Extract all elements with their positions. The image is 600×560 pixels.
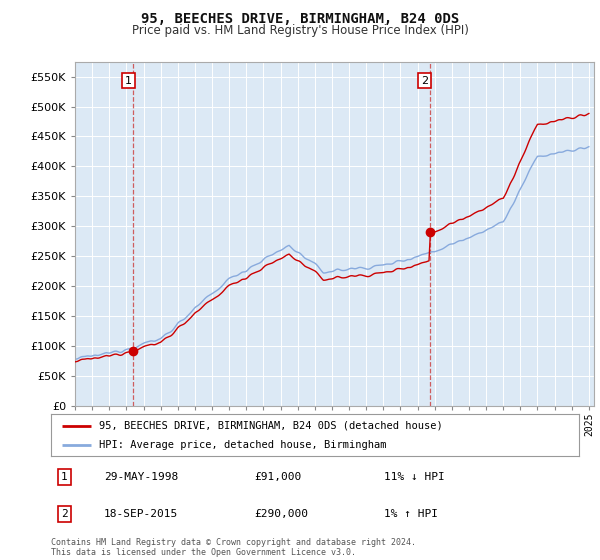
Text: 95, BEECHES DRIVE, BIRMINGHAM, B24 0DS: 95, BEECHES DRIVE, BIRMINGHAM, B24 0DS (141, 12, 459, 26)
Text: 1% ↑ HPI: 1% ↑ HPI (383, 509, 437, 519)
Text: £290,000: £290,000 (254, 509, 308, 519)
Text: 2: 2 (61, 509, 68, 519)
Text: 18-SEP-2015: 18-SEP-2015 (104, 509, 178, 519)
Text: 95, BEECHES DRIVE, BIRMINGHAM, B24 0DS (detached house): 95, BEECHES DRIVE, BIRMINGHAM, B24 0DS (… (98, 421, 442, 431)
Text: 29-MAY-1998: 29-MAY-1998 (104, 472, 178, 482)
Text: 1: 1 (61, 472, 68, 482)
Text: 11% ↓ HPI: 11% ↓ HPI (383, 472, 445, 482)
Text: HPI: Average price, detached house, Birmingham: HPI: Average price, detached house, Birm… (98, 440, 386, 450)
Text: Price paid vs. HM Land Registry's House Price Index (HPI): Price paid vs. HM Land Registry's House … (131, 24, 469, 37)
Text: 1: 1 (125, 76, 132, 86)
Text: 2: 2 (421, 76, 428, 86)
Text: £91,000: £91,000 (254, 472, 302, 482)
Text: Contains HM Land Registry data © Crown copyright and database right 2024.
This d: Contains HM Land Registry data © Crown c… (51, 538, 416, 557)
